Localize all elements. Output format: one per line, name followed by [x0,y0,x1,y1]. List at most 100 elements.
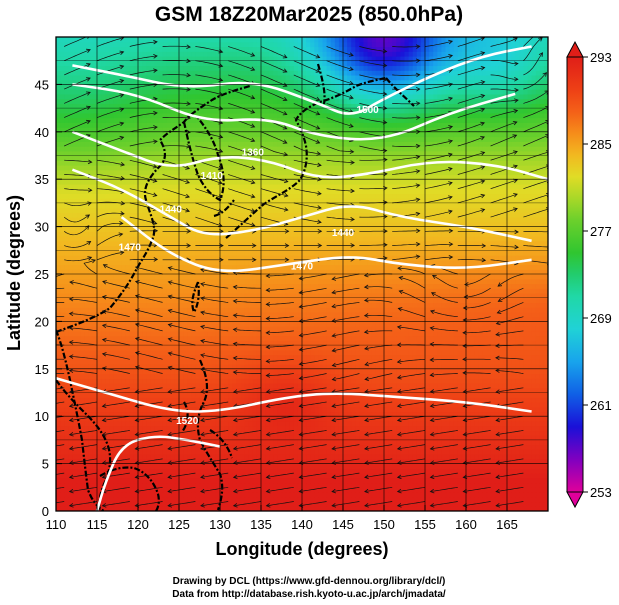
heatmap-cell [502,397,508,403]
heatmap-cell [256,420,262,427]
heatmap-cell [490,387,496,394]
heatmap-cell [154,368,160,375]
heatmap-cell [375,444,381,450]
heatmap-cell [388,477,393,484]
heatmap-cell [60,311,65,318]
heatmap-cell [396,397,401,403]
heatmap-cell [363,487,369,493]
heatmap-cell [92,420,98,427]
heatmap-cell [228,330,233,337]
heatmap-cell [302,425,307,432]
heatmap-cell [142,411,147,417]
heatmap-cell [166,330,172,337]
heatmap-cell [191,444,196,450]
heatmap-cell [474,449,479,455]
heatmap-cell [244,311,250,318]
heatmap-cell [498,473,504,479]
heatmap-cell [470,335,475,341]
heatmap-cell [179,496,184,503]
heatmap-cell [240,359,246,365]
heatmap-cell [174,463,180,469]
heatmap-cell [285,401,291,408]
heatmap-cell [507,378,512,384]
heatmap-cell [261,359,266,365]
heatmap-cell [88,349,94,356]
heatmap-cell [482,326,488,332]
heatmap-cell [404,392,410,398]
heatmap-cell [244,392,250,398]
heatmap-cell [162,501,168,507]
heatmap-cell [388,383,393,389]
heatmap-cell [76,349,82,356]
heatmap-cell [150,359,155,365]
heatmap-cell [326,373,332,379]
heatmap-cell [142,454,147,460]
heatmap-cell [129,444,135,450]
heatmap-cell [470,496,475,503]
heatmap-cell [502,354,508,360]
heatmap-cell [302,330,307,337]
heatmap-cell [527,473,533,479]
heatmap-cell [162,492,168,498]
heatmap-cell [289,397,295,403]
heatmap-cell [261,506,266,511]
heatmap-cell [109,335,114,341]
heatmap-cell [133,354,139,360]
heatmap-cell [109,326,114,332]
heatmap-cell [154,411,160,417]
heatmap-cell [453,506,459,511]
heatmap-cell [215,496,221,503]
heatmap-cell [347,349,352,356]
heatmap-cell [97,345,102,351]
heatmap-cell [400,345,406,351]
heatmap-cell [265,468,270,474]
heatmap-cell [195,316,201,322]
heatmap-cell [375,364,381,370]
heatmap-cell [125,359,131,365]
heatmap-cell [215,420,221,427]
heatmap-cell [248,496,254,503]
heatmap-cell [367,477,373,484]
heatmap-cell [494,449,500,455]
heatmap-cell [490,463,496,469]
heatmap-cell [457,326,463,332]
heatmap-cell [535,444,541,450]
heatmap-cell [347,397,352,403]
heatmap-cell [482,340,488,346]
heatmap-cell [97,364,102,370]
heatmap-cell [543,378,548,384]
heatmap-cell [429,406,434,413]
heatmap-cell [359,340,365,346]
heatmap-cell [470,406,475,413]
heatmap-cell [261,364,266,370]
heatmap-cell [425,439,430,446]
heatmap-cell [347,345,352,351]
heatmap-cell [363,468,369,474]
heatmap-cell [425,444,430,450]
heatmap-cell [507,420,512,427]
heatmap-cell [269,340,274,346]
heatmap-cell [285,463,291,469]
heatmap-cell [117,401,123,408]
heatmap-cell [297,364,303,370]
heatmap-cell [429,468,434,474]
heatmap-cell [511,430,516,436]
heatmap-cell [297,406,303,413]
heatmap-cell [519,444,524,450]
heatmap-cell [457,364,463,370]
heatmap-cell [273,468,278,474]
heatmap-cell [543,368,548,375]
heatmap-cell [261,340,266,346]
heatmap-cell [379,401,385,408]
heatmap-cell [166,477,172,484]
heatmap-cell [244,364,250,370]
heatmap-cell [138,335,143,341]
heatmap-cell [248,321,254,327]
heatmap-cell [384,335,389,341]
heatmap-cell [396,454,401,460]
heatmap-cell [289,354,295,360]
heatmap-cell [60,458,65,465]
heatmap-cell [154,330,160,337]
heatmap-cell [125,383,131,389]
heatmap-cell [531,501,537,507]
